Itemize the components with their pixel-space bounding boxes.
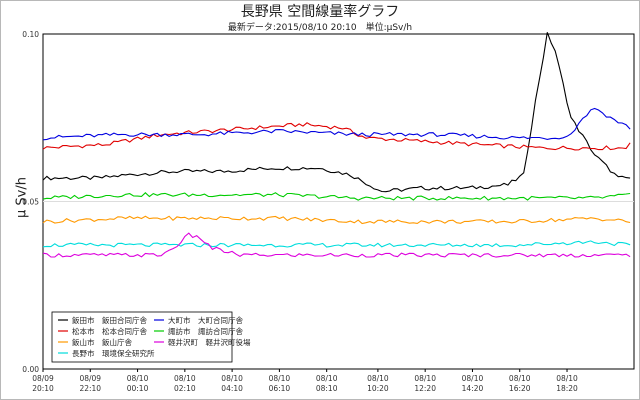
x-tick-date: 08/09 (79, 374, 101, 383)
series-line (42, 232, 631, 258)
legend-entry: 軽井沢町 軽井沢町役場 (168, 337, 251, 347)
x-tick-date: 08/10 (414, 374, 436, 383)
chart-title: 長野県 空間線量率グラフ (240, 4, 400, 20)
legend-box (51, 311, 233, 363)
series-line (42, 32, 631, 193)
x-tick-date: 08/10 (367, 374, 389, 383)
series-line (42, 107, 631, 141)
x-tick-time: 10:20 (367, 384, 389, 393)
x-tick-time: 06:10 (269, 384, 291, 393)
x-tick-date: 08/10 (221, 374, 243, 383)
x-tick-date: 08/10 (316, 374, 338, 383)
x-tick-date: 08/10 (174, 374, 196, 383)
legend-entry: 飯田市 飯田合同庁舎 (72, 315, 147, 325)
x-tick-date: 08/10 (127, 374, 149, 383)
x-tick-date: 08/10 (462, 374, 484, 383)
x-tick-time: 00:10 (127, 384, 149, 393)
x-tick-time: 04:10 (221, 384, 243, 393)
x-tick-time: 08:10 (316, 384, 338, 393)
y-tick-label: 0.00 (22, 365, 39, 374)
series-line (42, 215, 631, 225)
x-tick-time: 12:20 (414, 384, 436, 393)
legend-entry: 諏訪市 諏訪合同庁舎 (168, 326, 243, 336)
chart-subtitle: 最新データ:2015/08/10 20:10 単位:μSv/h (227, 23, 413, 33)
x-tick-time: 16:20 (509, 384, 531, 393)
y-tick-label: 0.05 (22, 198, 39, 207)
series-line (42, 192, 631, 201)
y-tick-label: 0.10 (22, 30, 39, 39)
series-line (42, 240, 631, 248)
x-tick-time: 02:10 (174, 384, 196, 393)
series-line (42, 122, 631, 151)
x-tick-date: 08/10 (269, 374, 291, 383)
legend-entry: 大町市 大町合同庁舎 (168, 315, 243, 325)
x-tick-time: 18:20 (556, 384, 578, 393)
x-tick-date: 08/10 (556, 374, 578, 383)
x-tick-time: 20:10 (32, 384, 54, 393)
x-tick-time: 14:20 (462, 384, 484, 393)
x-tick-date: 08/10 (509, 374, 531, 383)
legend-entry: 長野市 環境保全研究所 (72, 348, 155, 358)
legend-entry: 松本市 松本合同庁舎 (72, 326, 147, 336)
x-tick-time: 22:10 (79, 384, 101, 393)
x-tick-date: 08/09 (32, 374, 54, 383)
legend-entry: 飯山市 飯山庁舎 (72, 337, 132, 347)
